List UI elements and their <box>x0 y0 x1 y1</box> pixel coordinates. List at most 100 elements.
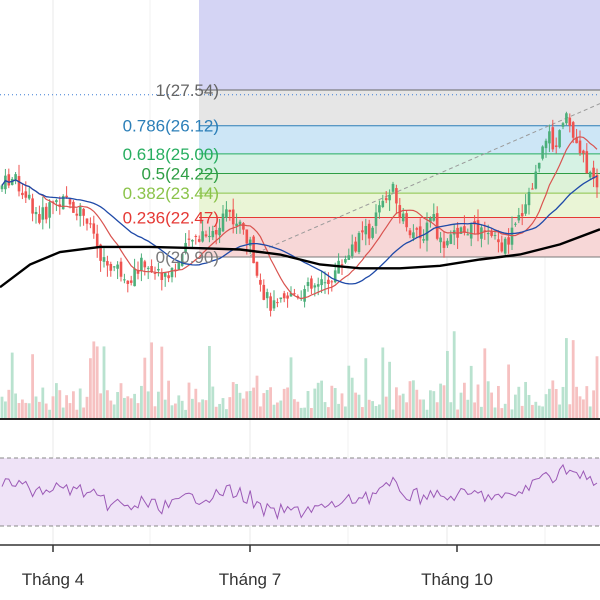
volume-bar <box>51 396 55 418</box>
candle-body <box>432 214 436 221</box>
candle-body <box>412 232 415 239</box>
candle-body <box>68 199 72 205</box>
volume-bar <box>143 357 147 418</box>
volume-bar <box>449 402 453 418</box>
volume-bar <box>371 401 374 418</box>
volume-bar <box>211 386 215 418</box>
volume-bar <box>401 393 405 418</box>
candle-body <box>459 227 463 234</box>
volume-bar <box>34 396 38 418</box>
candle-body <box>167 275 170 279</box>
candle-body <box>391 183 395 192</box>
volume-bar <box>170 405 174 418</box>
volume-bar <box>398 395 402 418</box>
volume-bar <box>14 393 17 418</box>
volume-bar <box>75 409 79 418</box>
candle-body <box>367 223 371 239</box>
volume-bar <box>466 399 470 418</box>
volume-bar <box>534 401 538 418</box>
candle-body <box>503 238 507 254</box>
volume-bar <box>140 385 143 418</box>
volume-bar <box>391 409 395 418</box>
volume-bar <box>282 388 286 418</box>
volume-bar <box>238 392 242 418</box>
volume-bar <box>330 385 334 418</box>
volume-bar <box>150 342 153 418</box>
candle-body <box>544 140 548 149</box>
candle-body <box>313 285 317 288</box>
volume-bar <box>544 394 548 418</box>
volume-bar <box>333 388 337 418</box>
x-axis-tick-label: Tháng 4 <box>22 570 84 589</box>
candle-body <box>565 113 568 124</box>
volume-bar <box>116 392 119 418</box>
volume-bar <box>0 396 4 418</box>
volume-bar <box>381 347 385 418</box>
volume-bar <box>191 398 194 418</box>
candle-body <box>344 259 347 263</box>
volume-bar <box>429 390 432 418</box>
volume-bar <box>480 406 483 418</box>
candle-body <box>252 236 255 264</box>
volume-bar <box>31 354 34 418</box>
candle-body <box>65 195 68 198</box>
candle-body <box>242 223 245 230</box>
candle-body <box>439 237 442 243</box>
candle-body <box>211 230 215 238</box>
candle-body <box>153 272 157 274</box>
candle-body <box>531 188 534 190</box>
candle-body <box>571 122 575 138</box>
candle-body <box>534 171 538 189</box>
volume-bar <box>187 382 191 418</box>
volume-bar <box>228 397 232 418</box>
candle-body <box>126 280 130 284</box>
volume-bar <box>157 391 160 418</box>
volume-bar <box>517 386 521 418</box>
volume-bar <box>10 352 14 418</box>
candle-body <box>150 266 153 272</box>
volume-bar <box>310 408 313 418</box>
volume-bar <box>442 385 446 418</box>
candle-body <box>102 257 106 262</box>
candle-body <box>327 279 330 284</box>
volume-bar <box>7 389 11 418</box>
candle-body <box>361 230 364 233</box>
candle-body <box>493 235 497 237</box>
volume-bar <box>17 403 21 418</box>
volume-bar <box>24 402 28 418</box>
candle-body <box>170 267 174 278</box>
volume-bar <box>119 383 123 418</box>
volume-bar <box>129 398 133 418</box>
rsi-line <box>1 463 598 521</box>
candle-body <box>578 140 582 154</box>
candle-body <box>55 200 58 203</box>
volume-bar <box>208 345 211 418</box>
volume-bar <box>167 380 170 418</box>
volume-bar <box>95 346 99 418</box>
volume-bar <box>527 394 531 418</box>
candle-body <box>272 300 276 309</box>
volume-bar <box>483 348 487 418</box>
candle-body <box>255 261 259 276</box>
candle-body <box>27 194 31 199</box>
volume-bar <box>55 383 58 418</box>
candle-body <box>371 227 374 238</box>
candle-body <box>89 223 92 225</box>
volume-bar <box>286 387 289 418</box>
candle-body <box>395 188 398 204</box>
volume-bar <box>510 409 514 418</box>
candle-body <box>214 229 218 235</box>
volume-bar <box>493 407 497 418</box>
volume-bar <box>459 392 463 418</box>
volume-bar <box>146 391 150 418</box>
candle-body <box>109 263 113 271</box>
volume-bar <box>408 381 412 418</box>
ma-long-line <box>0 228 600 289</box>
x-axis-tick-label: Tháng 7 <box>219 570 281 589</box>
volume-bar <box>276 402 279 418</box>
volume-bar <box>388 361 391 418</box>
volume-bar <box>201 399 204 418</box>
candle-body <box>235 223 238 227</box>
volume-bar <box>578 396 582 418</box>
